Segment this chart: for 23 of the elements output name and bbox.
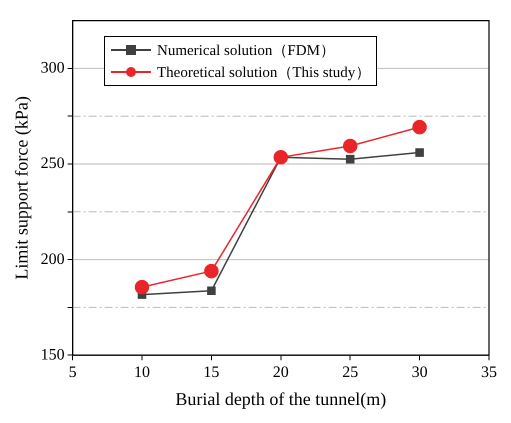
x-tick-label: 20: [272, 364, 289, 382]
y-tick-label: 250: [40, 155, 65, 172]
y-tick-label: 300: [40, 60, 65, 77]
y-tick-label: 200: [40, 250, 65, 268]
point: [342, 138, 358, 154]
x-tick-label: 35: [481, 364, 497, 382]
point: [415, 148, 424, 157]
y-tick-label: 150: [40, 346, 65, 364]
point: [204, 264, 219, 278]
x-tick-label: 10: [134, 364, 150, 382]
x-tick-label: 25: [342, 364, 358, 382]
legend-label: Theoretical solution（This study）: [157, 64, 370, 82]
x-tick-label: 5: [68, 364, 77, 382]
point: [134, 280, 150, 294]
legend-label: Numerical solution（FDM）: [157, 42, 335, 60]
point: [346, 154, 354, 164]
x-axis-title: Burial depth of the tunnel(m): [175, 388, 386, 409]
y-axis-title: Limit support force (kPa): [12, 96, 32, 280]
point: [274, 150, 288, 165]
x-tick-label: 15: [203, 364, 220, 382]
x-tick-label: 30: [412, 364, 428, 382]
point: [412, 120, 427, 134]
point: [207, 286, 216, 296]
